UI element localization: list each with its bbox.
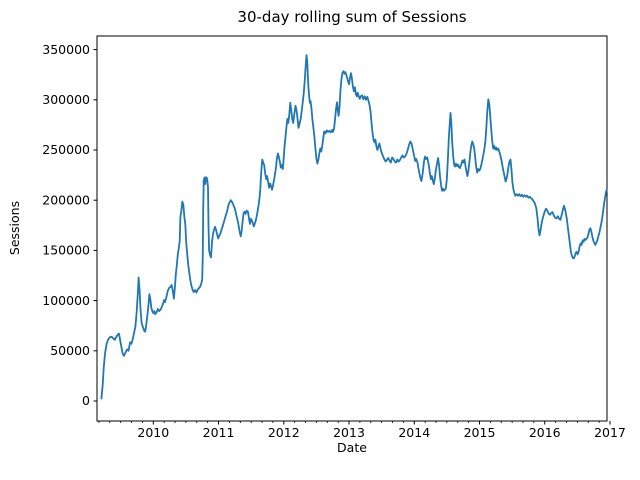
y-tick-label: 150000 [42, 243, 90, 258]
x-tick-label: 2015 [464, 425, 496, 440]
y-tick-label: 200000 [42, 192, 90, 207]
x-tick-label: 2011 [203, 425, 235, 440]
y-axis-label: Sessions [7, 200, 22, 256]
y-tick-label: 300000 [42, 92, 90, 107]
x-axis-label: Date [337, 440, 367, 455]
y-tick-label: 250000 [42, 142, 90, 157]
x-tick-label: 2017 [594, 425, 626, 440]
y-tick-label: 0 [82, 393, 90, 408]
x-tick-label: 2010 [137, 425, 169, 440]
x-tick-label: 2014 [398, 425, 430, 440]
y-tick-label: 50000 [50, 343, 90, 358]
sessions-line [100, 54, 608, 400]
x-tick-label: 2012 [268, 425, 300, 440]
y-tick-label: 100000 [42, 293, 90, 308]
y-tick-label: 350000 [42, 42, 90, 57]
x-tick-label: 2016 [529, 425, 561, 440]
x-tick-label: 2013 [333, 425, 365, 440]
chart-title: 30-day rolling sum of Sessions [237, 8, 467, 26]
plot-frame [96, 35, 608, 422]
